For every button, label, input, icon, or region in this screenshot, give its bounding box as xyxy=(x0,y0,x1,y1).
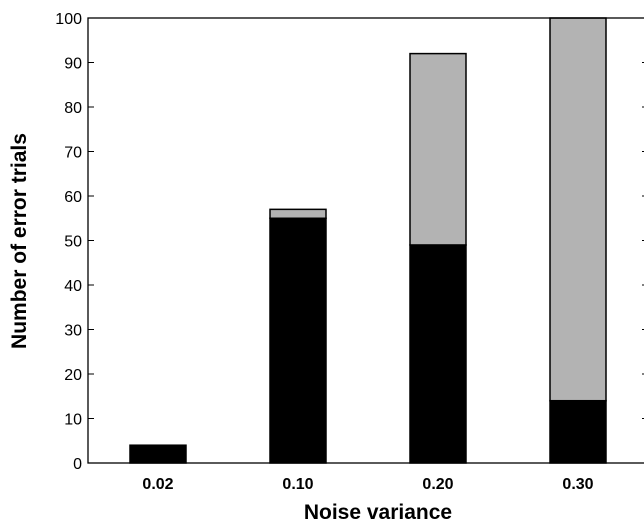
x-axis: 0.02 0.10 0.20 0.30 xyxy=(142,457,594,493)
y-tick-label-20: 20 xyxy=(64,367,82,384)
y-tick-label-60: 60 xyxy=(64,189,82,206)
y-tick-label-90: 90 xyxy=(64,56,82,73)
y-tick-label-10: 10 xyxy=(64,412,82,429)
y-axis-title: Number of error trials xyxy=(8,133,31,349)
x-tick-label-0.10: 0.10 xyxy=(282,476,313,493)
x-tick-label-0.30: 0.30 xyxy=(562,476,593,493)
bar-0.30-segment-1 xyxy=(549,399,607,464)
bar-0.20-segment-1 xyxy=(409,244,467,464)
y-tick-label-80: 80 xyxy=(64,100,82,117)
x-axis-title: Noise variance xyxy=(304,501,452,524)
y-tick-label-30: 30 xyxy=(64,323,82,340)
x-tick-label-0.02: 0.02 xyxy=(142,476,173,493)
y-tick-label-0: 0 xyxy=(73,456,82,473)
bar-0.10-segment-2 xyxy=(269,208,327,220)
y-tick-label-40: 40 xyxy=(64,278,82,295)
bar-0.10-segment-1 xyxy=(269,217,327,464)
bars-group xyxy=(129,17,607,464)
y-tick-label-70: 70 xyxy=(64,145,82,162)
bar-0.20-segment-2 xyxy=(409,52,467,246)
bar-0.30-segment-2 xyxy=(549,17,607,402)
y-tick-label-100: 100 xyxy=(55,11,82,28)
x-tick-label-0.20: 0.20 xyxy=(422,476,453,493)
y-axis: 0 10 20 30 40 50 60 70 80 90 100 xyxy=(55,11,644,473)
y-tick-label-50: 50 xyxy=(64,234,82,251)
